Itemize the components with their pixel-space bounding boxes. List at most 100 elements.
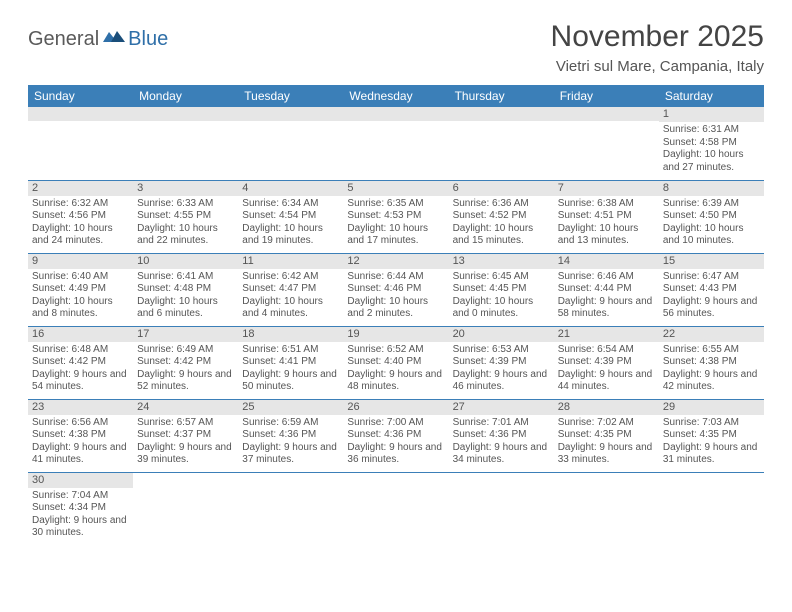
day-number: 27 [449,400,554,415]
sunrise-text: Sunrise: 6:47 AM [663,271,760,284]
daylight-text: Daylight: 9 hours and 50 minutes. [242,369,339,394]
daylight-text: Daylight: 9 hours and 30 minutes. [32,515,129,540]
sunset-text: Sunset: 4:54 PM [242,210,339,223]
calendar-day-cell: 25Sunrise: 6:59 AMSunset: 4:36 PMDayligh… [238,399,343,472]
sunset-text: Sunset: 4:51 PM [558,210,655,223]
day-number: 10 [133,254,238,269]
day-details: Sunrise: 6:44 AMSunset: 4:46 PMDaylight:… [343,269,448,323]
sunset-text: Sunset: 4:52 PM [453,210,550,223]
calendar-week-row: 30Sunrise: 7:04 AMSunset: 4:34 PMDayligh… [28,472,764,545]
day-details: Sunrise: 6:31 AMSunset: 4:58 PMDaylight:… [659,122,764,176]
sunset-text: Sunset: 4:35 PM [663,429,760,442]
sunrise-text: Sunrise: 6:55 AM [663,344,760,357]
empty-day-header [449,107,554,121]
calendar-day-cell: 4Sunrise: 6:34 AMSunset: 4:54 PMDaylight… [238,180,343,253]
day-number: 24 [133,400,238,415]
day-number: 17 [133,327,238,342]
sunrise-text: Sunrise: 6:41 AM [137,271,234,284]
calendar-document: General Blue November 2025 Vietri sul Ma… [0,0,792,565]
sunset-text: Sunset: 4:58 PM [663,137,760,150]
empty-day-header [554,107,659,121]
daylight-text: Daylight: 10 hours and 24 minutes. [32,223,129,248]
calendar-day-cell: 1Sunrise: 6:31 AMSunset: 4:58 PMDaylight… [659,107,764,180]
day-number: 15 [659,254,764,269]
calendar-empty-cell [343,472,448,545]
calendar-day-cell: 29Sunrise: 7:03 AMSunset: 4:35 PMDayligh… [659,399,764,472]
day-number: 2 [28,181,133,196]
daylight-text: Daylight: 10 hours and 13 minutes. [558,223,655,248]
calendar-day-cell: 12Sunrise: 6:44 AMSunset: 4:46 PMDayligh… [343,253,448,326]
sunset-text: Sunset: 4:46 PM [347,283,444,296]
day-number: 12 [343,254,448,269]
sunrise-text: Sunrise: 6:51 AM [242,344,339,357]
calendar-empty-cell [133,107,238,180]
calendar-day-cell: 17Sunrise: 6:49 AMSunset: 4:42 PMDayligh… [133,326,238,399]
sunset-text: Sunset: 4:35 PM [558,429,655,442]
sunrise-text: Sunrise: 6:57 AM [137,417,234,430]
weekday-header: Saturday [659,85,764,107]
sunrise-text: Sunrise: 7:02 AM [558,417,655,430]
weekday-header: Sunday [28,85,133,107]
calendar-day-cell: 20Sunrise: 6:53 AMSunset: 4:39 PMDayligh… [449,326,554,399]
sunset-text: Sunset: 4:53 PM [347,210,444,223]
day-details: Sunrise: 6:34 AMSunset: 4:54 PMDaylight:… [238,196,343,250]
month-title: November 2025 [551,20,764,54]
daylight-text: Daylight: 9 hours and 44 minutes. [558,369,655,394]
calendar-day-cell: 26Sunrise: 7:00 AMSunset: 4:36 PMDayligh… [343,399,448,472]
sunrise-text: Sunrise: 6:44 AM [347,271,444,284]
day-details: Sunrise: 6:47 AMSunset: 4:43 PMDaylight:… [659,269,764,323]
calendar-empty-cell [449,472,554,545]
sunrise-text: Sunrise: 7:03 AM [663,417,760,430]
daylight-text: Daylight: 9 hours and 36 minutes. [347,442,444,467]
day-number: 4 [238,181,343,196]
sunset-text: Sunset: 4:49 PM [32,283,129,296]
day-details: Sunrise: 7:03 AMSunset: 4:35 PMDaylight:… [659,415,764,469]
day-details: Sunrise: 6:48 AMSunset: 4:42 PMDaylight:… [28,342,133,396]
daylight-text: Daylight: 9 hours and 54 minutes. [32,369,129,394]
daylight-text: Daylight: 9 hours and 37 minutes. [242,442,339,467]
sunset-text: Sunset: 4:55 PM [137,210,234,223]
sunset-text: Sunset: 4:38 PM [663,356,760,369]
sunrise-text: Sunrise: 7:00 AM [347,417,444,430]
day-details: Sunrise: 6:38 AMSunset: 4:51 PMDaylight:… [554,196,659,250]
sunrise-text: Sunrise: 6:34 AM [242,198,339,211]
daylight-text: Daylight: 9 hours and 33 minutes. [558,442,655,467]
day-number: 30 [28,473,133,488]
day-details: Sunrise: 6:45 AMSunset: 4:45 PMDaylight:… [449,269,554,323]
day-number: 18 [238,327,343,342]
sunset-text: Sunset: 4:43 PM [663,283,760,296]
sunset-text: Sunset: 4:40 PM [347,356,444,369]
calendar-day-cell: 13Sunrise: 6:45 AMSunset: 4:45 PMDayligh… [449,253,554,326]
weekday-header: Friday [554,85,659,107]
daylight-text: Daylight: 10 hours and 22 minutes. [137,223,234,248]
sunset-text: Sunset: 4:48 PM [137,283,234,296]
day-details: Sunrise: 6:32 AMSunset: 4:56 PMDaylight:… [28,196,133,250]
daylight-text: Daylight: 9 hours and 52 minutes. [137,369,234,394]
day-details: Sunrise: 6:54 AMSunset: 4:39 PMDaylight:… [554,342,659,396]
day-number: 29 [659,400,764,415]
day-details: Sunrise: 6:53 AMSunset: 4:39 PMDaylight:… [449,342,554,396]
calendar-day-cell: 18Sunrise: 6:51 AMSunset: 4:41 PMDayligh… [238,326,343,399]
calendar-day-cell: 30Sunrise: 7:04 AMSunset: 4:34 PMDayligh… [28,472,133,545]
daylight-text: Daylight: 10 hours and 27 minutes. [663,149,760,174]
daylight-text: Daylight: 9 hours and 56 minutes. [663,296,760,321]
day-number: 25 [238,400,343,415]
sunrise-text: Sunrise: 6:38 AM [558,198,655,211]
weekday-header: Wednesday [343,85,448,107]
daylight-text: Daylight: 9 hours and 46 minutes. [453,369,550,394]
calendar-day-cell: 19Sunrise: 6:52 AMSunset: 4:40 PMDayligh… [343,326,448,399]
sunrise-text: Sunrise: 6:45 AM [453,271,550,284]
day-number: 9 [28,254,133,269]
day-number: 20 [449,327,554,342]
header: General Blue November 2025 Vietri sul Ma… [28,20,764,75]
daylight-text: Daylight: 10 hours and 10 minutes. [663,223,760,248]
calendar-day-cell: 10Sunrise: 6:41 AMSunset: 4:48 PMDayligh… [133,253,238,326]
calendar-week-row: 9Sunrise: 6:40 AMSunset: 4:49 PMDaylight… [28,253,764,326]
day-details: Sunrise: 6:33 AMSunset: 4:55 PMDaylight:… [133,196,238,250]
sunrise-text: Sunrise: 6:54 AM [558,344,655,357]
weekday-header: Monday [133,85,238,107]
calendar-day-cell: 22Sunrise: 6:55 AMSunset: 4:38 PMDayligh… [659,326,764,399]
calendar-day-cell: 24Sunrise: 6:57 AMSunset: 4:37 PMDayligh… [133,399,238,472]
day-number: 22 [659,327,764,342]
sunset-text: Sunset: 4:36 PM [453,429,550,442]
